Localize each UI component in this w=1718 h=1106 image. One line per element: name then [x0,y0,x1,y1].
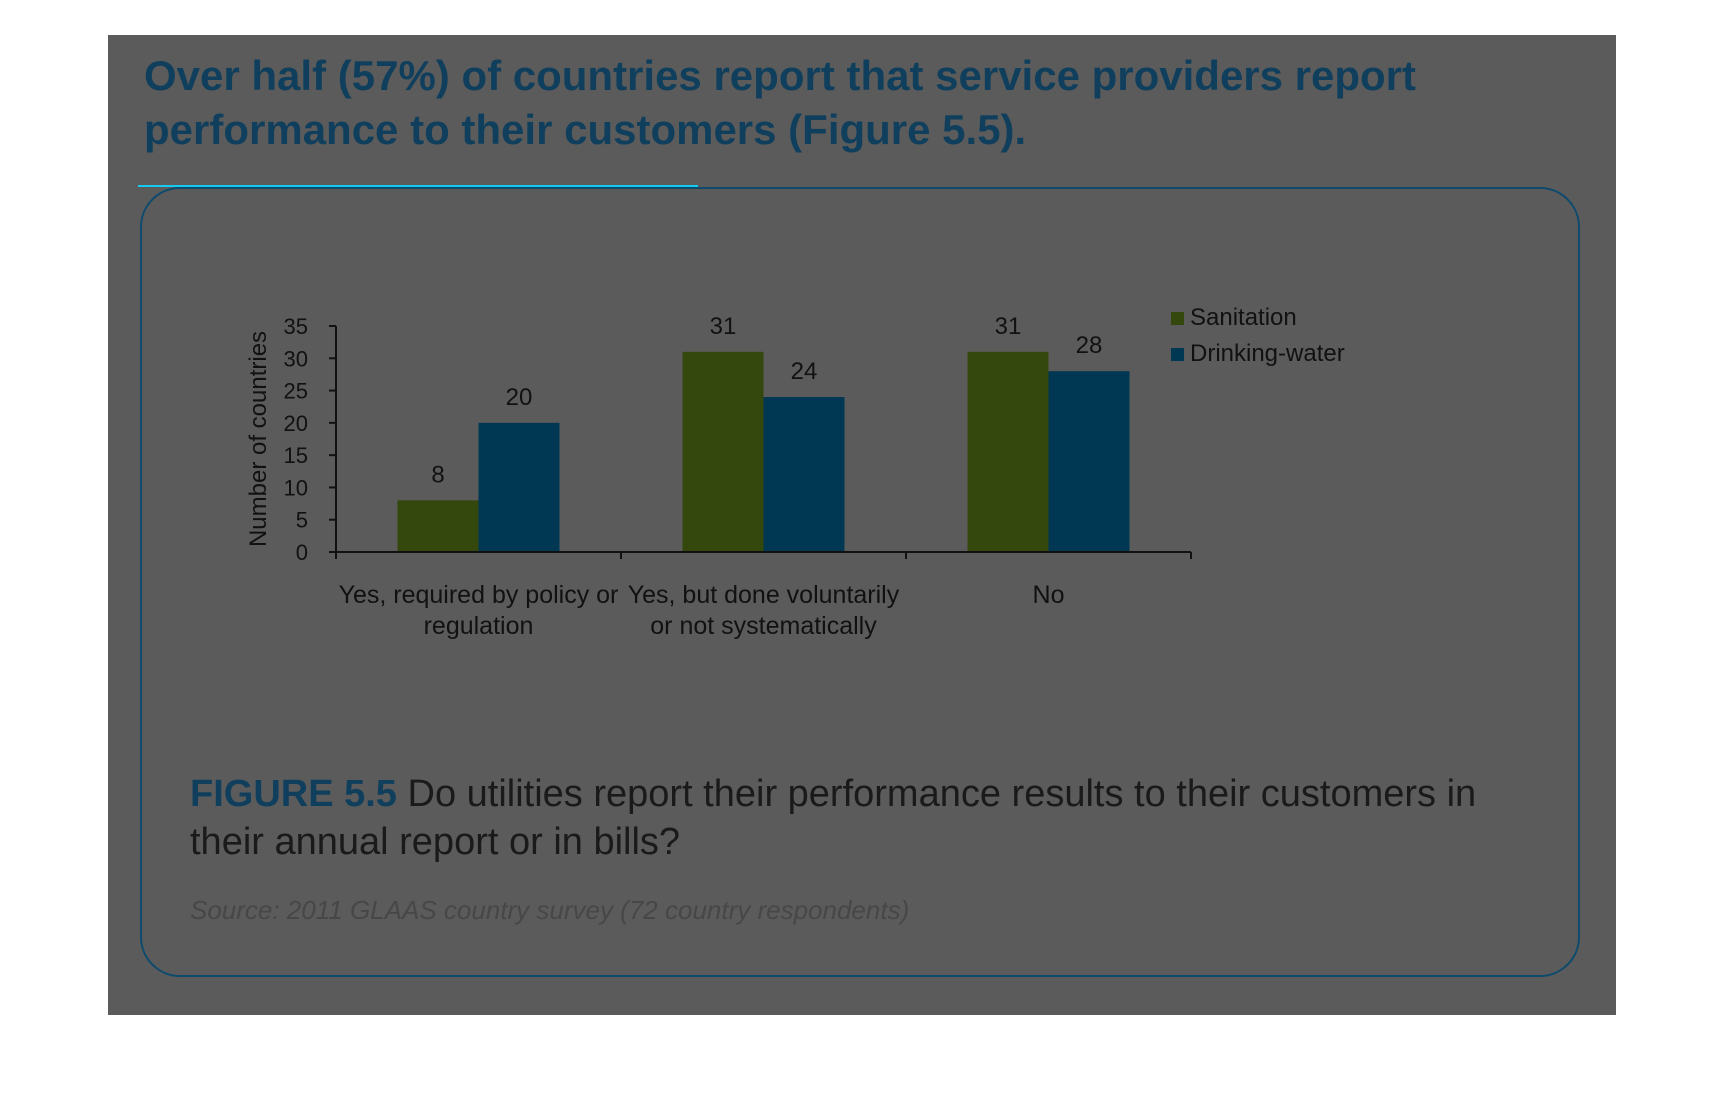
bar-chart: 8 31 31 20 24 28 0 5 10 15 20 25 30 35 Yes, required b… [245,304,1345,640]
legend-swatch [1171,348,1184,361]
figure-caption-text: Do utilities report their performance re… [190,773,1477,863]
x-category-label: Yes, but done voluntarily [628,581,900,609]
data-label: 28 [1076,332,1103,359]
legend-label: Sanitation [1190,304,1297,331]
data-label: 24 [791,358,818,385]
x-category-label: Yes, required by policy or [339,581,619,609]
figure-label: FIGURE 5.5 [190,773,397,815]
x-category-label: No [1033,581,1065,609]
y-tick-label: 5 [296,508,308,533]
x-category-label: or not systematically [650,612,877,640]
y-tick-label: 0 [296,540,308,565]
y-tick-label: 35 [284,314,308,339]
bar-sanitation-2 [967,351,1049,552]
data-label: 31 [995,313,1022,340]
y-tick-label: 15 [284,443,308,468]
page-title: Over half (57%) of countries report that… [144,52,1417,153]
bar-sanitation-1 [682,351,764,552]
title-underline [138,185,698,187]
bar-drinking-water-2 [1048,371,1130,552]
y-axis-title: Number of countries [245,331,272,547]
bar-sanitation-0 [397,500,479,552]
data-label: 31 [710,313,737,340]
data-label: 20 [506,384,533,411]
slide: Over half (57%) of countries report that… [108,35,1616,1015]
y-tick-label: 25 [284,379,308,404]
data-label: 8 [431,461,444,488]
legend-label: Drinking-water [1190,340,1345,367]
figure-caption: FIGURE 5.5 Do utilities report their per… [190,770,1560,866]
y-tick-label: 10 [284,475,308,500]
y-tick-label: 30 [284,346,308,371]
bar-drinking-water-1 [763,397,845,552]
figure-frame [140,187,1580,977]
x-category-label: regulation [424,612,534,640]
bar-drinking-water-0 [478,422,560,552]
y-tick-label: 20 [284,411,308,436]
figure-source: Source: 2011 GLAAS country survey (72 co… [190,895,910,925]
legend-swatch [1171,312,1184,325]
